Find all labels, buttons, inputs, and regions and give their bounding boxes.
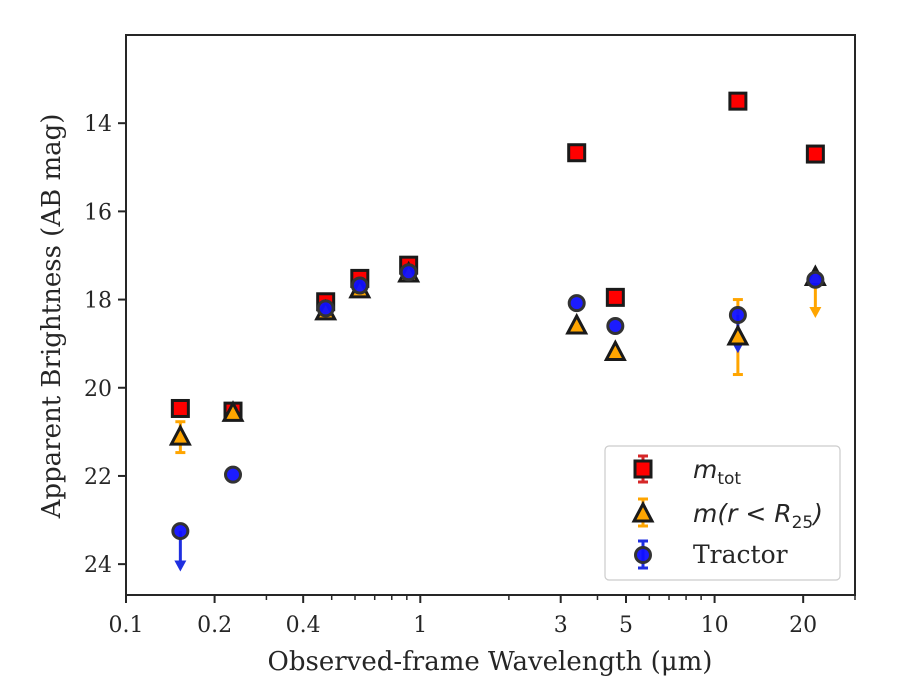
legend-tractor-marker — [634, 546, 652, 564]
legend-m-r25-marker — [631, 500, 655, 523]
m-r25-point-0 — [168, 423, 192, 446]
y-tick-label-2: 18 — [84, 289, 112, 314]
plot-frame — [125, 34, 856, 596]
x-tick-label-0: 0.1 — [109, 613, 144, 638]
tractor-point-3 — [350, 276, 369, 295]
m-r25-point-7 — [726, 323, 750, 346]
tractor-point-5 — [567, 294, 586, 313]
legend-label-m-tot: mtot — [693, 455, 741, 489]
x-axis-label: Observed-frame Wavelength (μm) — [268, 647, 713, 677]
x-tick-label-3: 1 — [413, 613, 427, 638]
tractor-point-0 — [171, 522, 190, 541]
legend-label-m-r25: m(r < R25) — [693, 499, 823, 533]
m-r25-upper-limit-8-head — [809, 307, 822, 318]
m-r25-point-1 — [221, 400, 245, 422]
legend-m-tot-marker — [633, 459, 653, 479]
m-tot-point-6 — [605, 287, 625, 307]
y-tick-label-0: 14 — [84, 112, 112, 137]
tractor-point-7 — [728, 306, 747, 324]
m-tot-point-8 — [805, 144, 825, 164]
y-axis-label: Apparent Brightness (AB mag) — [37, 114, 67, 520]
x-tick-label-5: 5 — [619, 613, 633, 638]
m-r25-point-6 — [603, 339, 627, 361]
tractor-point-6 — [606, 317, 625, 336]
tractor-upper-limit-0-head — [174, 560, 187, 572]
legend-symbols — [631, 454, 655, 570]
m-tot-point-0 — [170, 398, 190, 418]
x-tick-label-4: 3 — [554, 613, 568, 638]
legend-label-tractor: Tractor — [693, 540, 788, 569]
tractor-point-2 — [316, 299, 335, 318]
plot-area — [168, 91, 827, 572]
y-tick-label-1: 16 — [84, 200, 112, 225]
legend-frame — [604, 445, 841, 581]
y-tick-label-5: 24 — [84, 553, 112, 578]
legend: mtot m(r < R25) Tractor — [604, 445, 841, 581]
x-tick-label-7: 20 — [789, 613, 817, 638]
tractor-point-1 — [224, 465, 243, 484]
x-tick-label-6: 10 — [701, 613, 729, 638]
tractor-point-8 — [806, 270, 825, 289]
m-tot-point-5 — [567, 143, 587, 163]
m-r25-point-5 — [565, 312, 589, 335]
y-tick-label-3: 20 — [84, 377, 112, 402]
y-tick-label-4: 22 — [84, 465, 112, 490]
axes: 0.1 0.2 0.4 1 3 5 10 20 14 16 18 20 22 24 — [84, 34, 856, 638]
tractor-point-4 — [399, 263, 418, 282]
x-tick-label-1: 0.2 — [197, 613, 232, 638]
x-tick-label-2: 0.4 — [286, 613, 321, 638]
m-tot-point-7 — [728, 91, 748, 111]
